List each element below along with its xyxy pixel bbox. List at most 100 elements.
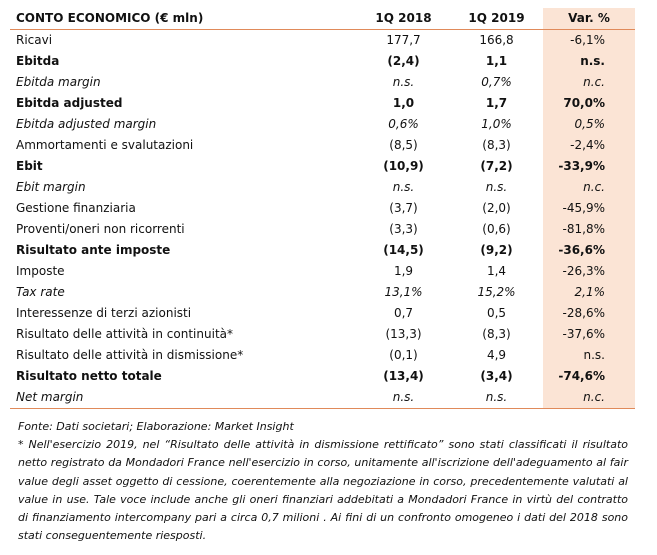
notes: Fonte: Dati societari; Elaborazione: Mar… [18, 418, 628, 545]
value-1q-2019: (8,3) [482, 138, 511, 152]
value-1q-2018: (2,4) [387, 54, 420, 68]
table-row: Ricavi 177,7 166,8 -6,1% [10, 29, 635, 51]
value-var: 2,1% [543, 282, 635, 303]
header-var: Var. % [543, 8, 635, 30]
row-label: Risultato delle attività in continuità* [16, 327, 233, 341]
value-1q-2019: (9,2) [480, 243, 513, 257]
value-var: 0,5% [543, 114, 635, 135]
value-var: n.s. [543, 51, 635, 72]
value-var: -74,6% [543, 366, 635, 387]
row-label: Risultato ante imposte [16, 243, 171, 257]
row-label: Interessenze di terzi azionisti [16, 306, 192, 320]
value-1q-2019: (8,3) [482, 327, 511, 341]
row-label: Gestione finanziaria [16, 201, 136, 215]
table-row: Ebitda adjusted 1,0 1,7 70,0% [10, 93, 635, 114]
value-var: 70,0% [543, 93, 635, 114]
value-var: n.c. [543, 387, 635, 409]
header-1q-2018: 1Q 2018 [357, 8, 450, 30]
value-1q-2019: 166,8 [479, 33, 514, 47]
table-row: Ebitda margin n.s. 0,7% n.c. [10, 72, 635, 93]
value-1q-2019: (3,4) [480, 369, 513, 383]
value-1q-2019: (2,0) [482, 201, 511, 215]
table-row: Risultato delle attività in continuità* (… [10, 324, 635, 345]
value-var: -45,9% [543, 198, 635, 219]
row-label: Ammortamenti e svalutazioni [16, 138, 194, 152]
row-label: Ebitda [16, 54, 60, 68]
value-1q-2018: (14,5) [383, 243, 424, 257]
value-1q-2019: 1,4 [486, 264, 507, 278]
table-row: Ebit (10,9) (7,2) -33,9% [10, 156, 635, 177]
source-note: Fonte: Dati societari; Elaborazione: Mar… [18, 420, 294, 433]
value-1q-2019: 1,0% [481, 117, 512, 131]
value-var: -2,4% [543, 135, 635, 156]
row-label: Ricavi [16, 33, 53, 47]
table-row: Risultato ante imposte (14,5) (9,2) -36,6% [10, 240, 635, 261]
value-1q-2018: (8,5) [389, 138, 418, 152]
value-1q-2019: n.s. [450, 387, 543, 409]
table-row: Net margin n.s. n.s. n.c. [10, 387, 635, 409]
value-1q-2018: (10,9) [383, 159, 424, 173]
value-1q-2018: (13,4) [383, 369, 424, 383]
value-1q-2018: (3,3) [389, 222, 418, 236]
value-1q-2019: 15,2% [477, 285, 516, 299]
income-statement: CONTO ECONOMICO (€ mln) 1Q 2018 1Q 2019 … [10, 8, 635, 409]
row-label: Ebitda adjusted [16, 96, 123, 110]
value-1q-2019: 4,9 [486, 348, 507, 362]
footnote: * Nell'esercizio 2019, nel “Risultato de… [18, 438, 628, 543]
value-var: -81,8% [543, 219, 635, 240]
value-1q-2019: (0,6) [482, 222, 511, 236]
table-header-row: CONTO ECONOMICO (€ mln) 1Q 2018 1Q 2019 … [10, 8, 635, 30]
row-label: Ebit margin [16, 180, 86, 194]
table-row: Ebitda adjusted margin 0,6% 1,0% 0,5% [10, 114, 635, 135]
table-row: Risultato netto totale (13,4) (3,4) -74,6% [10, 366, 635, 387]
value-1q-2019: (7,2) [480, 159, 513, 173]
value-1q-2018: n.s. [357, 387, 450, 409]
row-label: Imposte [16, 264, 65, 278]
value-1q-2018: 177,7 [386, 33, 421, 47]
table-body: Ricavi 177,7 166,8 -6,1% Ebitda (2,4) 1,1 n.s. E… [10, 29, 635, 409]
value-1q-2018: n.s. [392, 75, 415, 89]
value-var: -33,9% [543, 156, 635, 177]
value-1q-2018: (3,7) [389, 201, 418, 215]
income-statement-table: CONTO ECONOMICO (€ mln) 1Q 2018 1Q 2019 … [10, 8, 635, 409]
value-var: n.c. [543, 72, 635, 93]
table-row: Gestione finanziaria (3,7) (2,0) -45,9% [10, 198, 635, 219]
value-1q-2019: 0,7% [481, 75, 512, 89]
value-var: n.c. [543, 177, 635, 198]
value-1q-2018: 0,6% [388, 117, 419, 131]
table-row: Tax rate 13,1% 15,2% 2,1% [10, 282, 635, 303]
row-label: Ebitda margin [16, 75, 101, 89]
value-var: -36,6% [543, 240, 635, 261]
table-row: Interessenze di terzi azionisti 0,7 0,5 -28… [10, 303, 635, 324]
value-1q-2019: 1,1 [485, 54, 508, 68]
value-var: -28,6% [543, 303, 635, 324]
row-label: Risultato netto totale [16, 369, 162, 383]
row-label: Proventi/oneri non ricorrenti [16, 222, 185, 236]
row-label: Risultato delle attività in dismissione* [16, 348, 244, 362]
row-label: Ebitda adjusted margin [16, 117, 157, 131]
value-var: -6,1% [543, 29, 635, 51]
header-1q-2019: 1Q 2019 [450, 8, 543, 30]
table-row: Imposte 1,9 1,4 -26,3% [10, 261, 635, 282]
value-var: -37,6% [543, 324, 635, 345]
value-1q-2018: (0,1) [389, 348, 418, 362]
value-1q-2018: 13,1% [384, 285, 423, 299]
value-var: -26,3% [543, 261, 635, 282]
row-label: Ebit [16, 159, 43, 173]
header-label: CONTO ECONOMICO (€ mln) [10, 8, 357, 30]
row-label: Tax rate [16, 285, 65, 299]
value-1q-2018: 1,9 [393, 264, 414, 278]
table-row: Risultato delle attività in dismissione*… [10, 345, 635, 366]
value-1q-2018: 1,0 [392, 96, 415, 110]
table-row: Ebit margin n.s. n.s. n.c. [10, 177, 635, 198]
value-1q-2018: (13,3) [385, 327, 422, 341]
value-1q-2019: n.s. [485, 180, 508, 194]
table-row: Proventi/oneri non ricorrenti (3,3) (0,6) -… [10, 219, 635, 240]
table-row: Ebitda (2,4) 1,1 n.s. [10, 51, 635, 72]
row-label: Net margin [10, 387, 357, 409]
value-1q-2018: 0,7 [393, 306, 414, 320]
value-var: n.s. [543, 345, 635, 366]
value-1q-2019: 1,7 [485, 96, 508, 110]
table-row: Ammortamenti e svalutazioni (8,5) (8,3) -2,… [10, 135, 635, 156]
value-1q-2018: n.s. [392, 180, 415, 194]
